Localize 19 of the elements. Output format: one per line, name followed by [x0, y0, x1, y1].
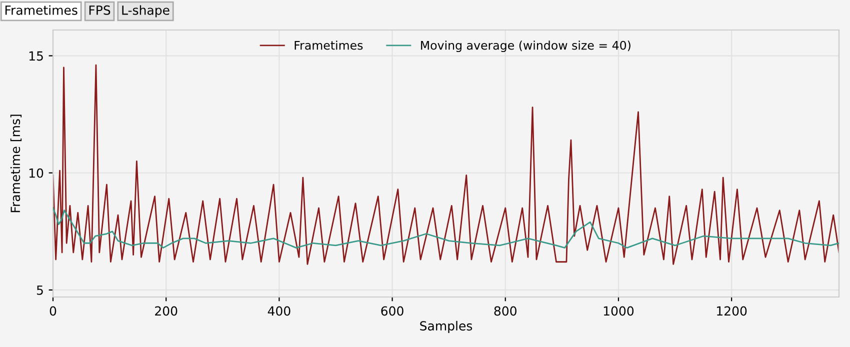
line-series: [53, 64, 839, 265]
x-tick-label: 1200: [717, 306, 747, 316]
y-tick-label: 15: [29, 51, 43, 61]
y-tick-label: 10: [29, 168, 44, 178]
text: Frametimes: [5, 5, 78, 15]
x-axis-title: Samples: [420, 320, 472, 333]
y-axis-title: Frametime [ms]: [10, 114, 22, 212]
x-tick-label: 600: [381, 306, 404, 316]
x-tick-label: 0: [50, 306, 56, 316]
x-tick-label: 800: [494, 306, 516, 316]
y-tick-label: 5: [36, 286, 43, 295]
text: FPS: [89, 5, 110, 15]
line-series: [53, 207, 839, 249]
text: L-shape: [122, 5, 170, 18]
legend-label: Frametimes: [294, 40, 363, 50]
x-tick-label: 200: [155, 306, 178, 316]
legend-label: Moving average (window size = 40): [421, 40, 630, 52]
x-tick-label: 1000: [604, 306, 634, 316]
x-tick-label: 400: [268, 306, 290, 316]
